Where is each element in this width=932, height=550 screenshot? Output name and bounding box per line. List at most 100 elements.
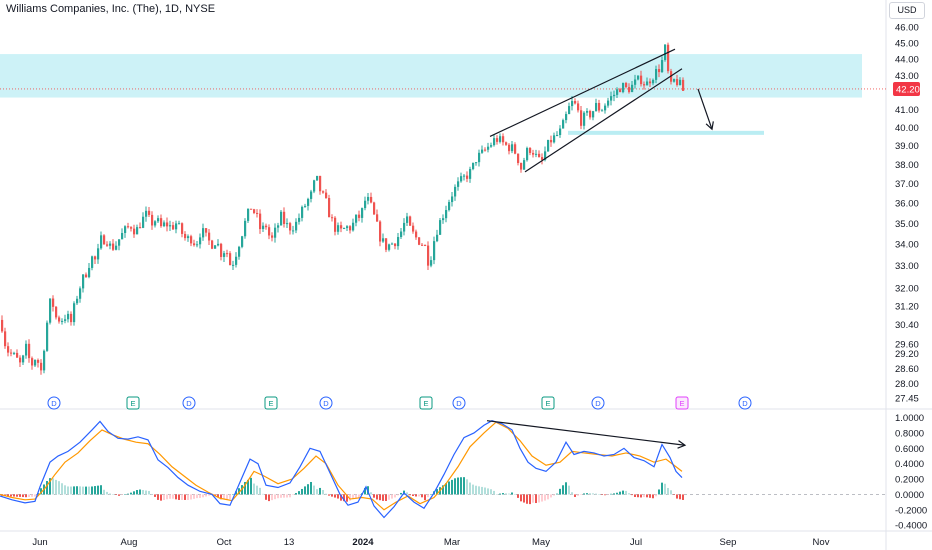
- candle-body: [385, 238, 388, 250]
- macd-histogram-bar: [160, 494, 162, 501]
- candle-body: [517, 153, 520, 163]
- macd-histogram-bar: [424, 494, 426, 501]
- macd-histogram-bar: [634, 494, 636, 497]
- macd-histogram-bar: [601, 494, 603, 495]
- macd-histogram-bar: [130, 492, 132, 495]
- price-axis[interactable]: 46.0045.0044.0043.0042.0041.0040.0039.00…: [893, 23, 920, 405]
- candle-body: [673, 79, 676, 82]
- macd-histogram-bar: [76, 486, 78, 495]
- candle-body: [34, 359, 37, 366]
- macd-histogram-bar: [406, 492, 408, 495]
- candle-body: [424, 245, 427, 247]
- candle-body: [547, 139, 550, 152]
- macd-histogram-bar: [115, 494, 117, 495]
- candle-body: [250, 208, 253, 210]
- candle-body: [562, 120, 565, 129]
- macd-histogram-bar: [268, 494, 270, 502]
- macd-line: [0, 420, 683, 519]
- macd-histogram-bar: [625, 490, 627, 495]
- macd-histogram-bar: [271, 494, 273, 501]
- candle-body: [538, 153, 541, 158]
- macd-histogram-bar: [97, 485, 99, 495]
- macd-histogram-bar: [559, 488, 561, 495]
- candle-body: [256, 212, 259, 214]
- candle-body: [112, 243, 115, 250]
- candle-body: [532, 152, 535, 155]
- candle-body: [619, 89, 622, 93]
- macd-histogram-bar: [643, 494, 645, 498]
- macd-histogram-bar: [568, 485, 570, 495]
- candle-body: [553, 135, 556, 143]
- macd-histogram-bar: [553, 494, 555, 496]
- macd-histogram-bar: [598, 494, 600, 495]
- macd-histogram-bar: [163, 494, 165, 500]
- candle-body: [436, 234, 439, 242]
- candle-body: [307, 198, 310, 206]
- price-tick-label: 28.60: [895, 364, 919, 375]
- price-tick-label: 32.00: [895, 283, 919, 294]
- candle-body: [121, 232, 124, 240]
- macd-histogram-bar: [421, 494, 423, 498]
- candle-body: [520, 162, 523, 170]
- candle-body: [268, 227, 271, 236]
- event-dividend-marker: [47, 396, 61, 410]
- macd-histogram-bar: [55, 479, 57, 495]
- candle-body: [646, 81, 649, 86]
- candle-body: [145, 210, 148, 217]
- macd-histogram-bar: [493, 490, 495, 495]
- macd-histogram-bar: [85, 486, 87, 495]
- candle-body: [64, 319, 67, 321]
- macd-histogram-bar: [133, 491, 135, 495]
- candle-body: [151, 214, 154, 226]
- candle-body: [409, 216, 412, 226]
- macd-histogram-bar: [313, 485, 315, 495]
- macd-histogram-bar: [148, 490, 150, 495]
- macd-histogram-bar: [145, 490, 147, 495]
- candle-body: [235, 256, 238, 265]
- macd-histogram-bar: [520, 494, 522, 502]
- macd-histogram-bar: [94, 486, 96, 495]
- candle-body: [316, 175, 319, 181]
- macd-histogram-bar: [142, 490, 144, 495]
- last-price-label: 42.20: [896, 84, 920, 95]
- macd-histogram-bar: [487, 488, 489, 495]
- macd-histogram-bar: [238, 488, 240, 495]
- candle-body: [523, 160, 526, 170]
- currency-button[interactable]: USD: [889, 2, 925, 19]
- candle-body: [295, 221, 298, 231]
- candle-body: [100, 235, 103, 249]
- candle-body: [232, 264, 235, 266]
- candle-body: [94, 256, 97, 260]
- candle-body: [85, 274, 88, 278]
- macd-histogram-bar: [199, 494, 201, 498]
- candle-body: [97, 248, 100, 260]
- candle-body: [358, 214, 361, 218]
- macd-histogram-bar: [274, 494, 276, 500]
- price-tick-label: 31.20: [895, 301, 919, 312]
- macd-histogram-bar: [121, 494, 123, 495]
- macd-histogram-bar: [91, 486, 93, 495]
- candle-body: [652, 79, 655, 84]
- candle-body: [154, 221, 157, 226]
- macd-histogram-bar: [517, 494, 519, 498]
- breakdown-arrow: [697, 88, 713, 130]
- candle-body: [430, 260, 433, 266]
- macd-histogram-bar: [604, 494, 606, 496]
- candle-body: [43, 350, 46, 371]
- macd-histogram-bar: [415, 494, 417, 497]
- macd-histogram-bar: [253, 483, 255, 495]
- candle-body: [37, 359, 40, 363]
- support-line: [568, 130, 764, 135]
- candle-body: [415, 231, 418, 238]
- candle-body: [70, 313, 73, 323]
- candle-body: [364, 200, 367, 209]
- candle-body: [496, 138, 499, 142]
- candle-body: [49, 298, 52, 323]
- time-axis[interactable]: Jun Aug Oct 13 2024 Mar May Jul Sep Nov: [32, 537, 829, 548]
- macd-histogram-bar: [514, 494, 516, 495]
- macd-axis[interactable]: 1.0000 0.8000 0.6000 0.4000 0.2000 0.0000 -0.2…: [895, 413, 927, 532]
- candle-body: [241, 236, 244, 247]
- candle-body: [214, 245, 217, 249]
